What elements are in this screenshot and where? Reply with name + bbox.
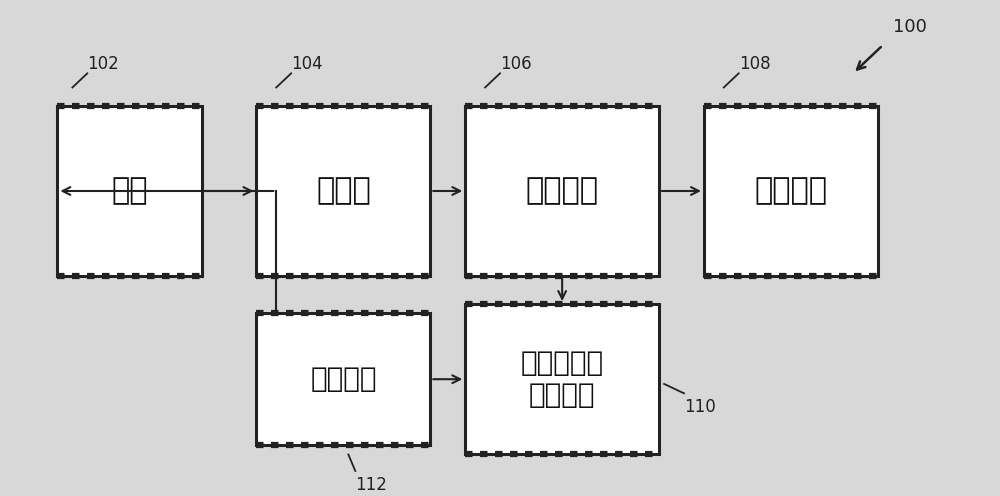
Bar (465, 304, 659, 454)
Text: 输出负载: 输出负载 (754, 177, 827, 205)
Bar (256, 106, 430, 276)
Text: 108: 108 (739, 56, 770, 73)
Text: 104: 104 (291, 56, 323, 73)
Text: 106: 106 (500, 56, 532, 73)
Text: 110: 110 (684, 398, 716, 416)
Text: 100: 100 (893, 18, 927, 36)
Text: 高分辨率位
置传感器: 高分辨率位 置传感器 (521, 349, 604, 409)
Text: 112: 112 (355, 476, 387, 494)
Bar (704, 106, 878, 276)
Text: 反馈回路: 反馈回路 (310, 365, 377, 393)
Text: 齿轮箱: 齿轮箱 (316, 177, 371, 205)
Bar (256, 313, 430, 445)
Text: 马达: 马达 (111, 177, 148, 205)
Text: 顺应元件: 顺应元件 (526, 177, 599, 205)
Text: 102: 102 (87, 56, 119, 73)
Bar (57, 106, 202, 276)
Bar (465, 106, 659, 276)
